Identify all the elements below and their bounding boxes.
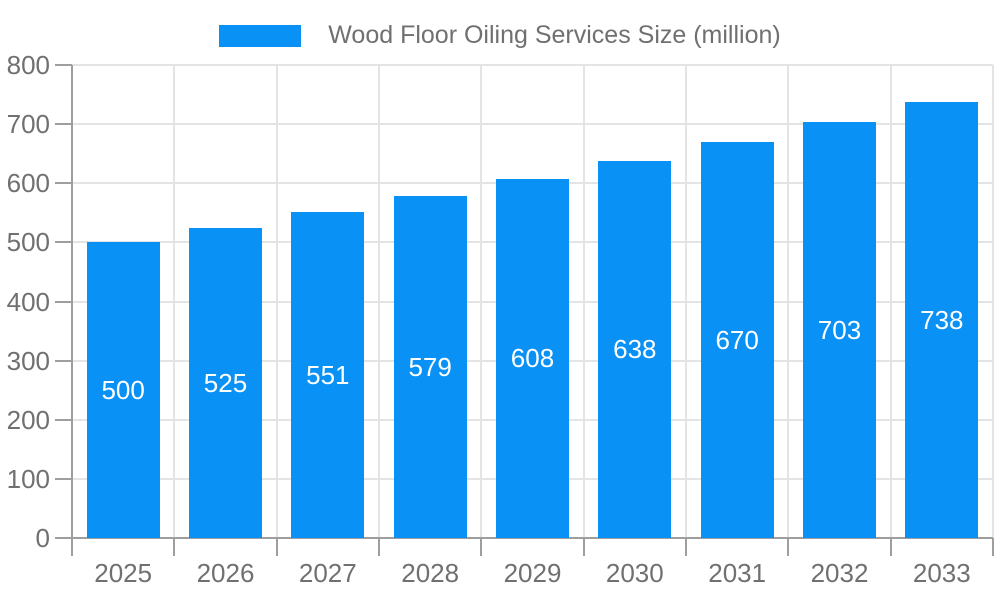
legend-label[interactable]: Wood Floor Oiling Services Size (million… [328, 21, 781, 49]
y-axis-tick-200 [55, 418, 72, 421]
y-axis-label-600: 600 [6, 168, 50, 199]
bar-2030[interactable] [598, 160, 672, 538]
gridline-x-4 [480, 65, 483, 538]
bar-value-label-2028: 579 [408, 351, 452, 382]
gridline-y-800 [72, 64, 993, 66]
gridline-x-6 [685, 65, 687, 538]
bar-value-label-2027: 551 [306, 360, 350, 391]
bar-value-label-2026: 525 [203, 367, 248, 398]
x-axis-label-2031: 2031 [708, 558, 767, 588]
legend[interactable]: Wood Floor Oiling Services Size (million… [0, 21, 1000, 50]
x-axis-label-2028: 2028 [401, 558, 460, 588]
bar-2028[interactable] [393, 195, 467, 538]
x-axis-tick-9 [992, 538, 994, 556]
bar-2027[interactable] [291, 212, 365, 538]
y-axis-tick-500 [55, 241, 72, 244]
x-axis-label-2033: 2033 [912, 558, 971, 588]
y-axis-tick-0 [55, 537, 72, 539]
x-axis-tick-3 [378, 538, 380, 556]
x-axis-tick-2 [275, 538, 278, 556]
y-axis-tick-700 [55, 123, 72, 126]
y-axis-label-300: 300 [6, 345, 50, 376]
y-axis-label-700: 700 [6, 109, 50, 140]
x-axis-tick-8 [889, 538, 892, 556]
gridline-x-7 [787, 65, 790, 538]
x-axis-line [72, 537, 993, 539]
y-axis-label-400: 400 [6, 286, 50, 317]
y-axis-tick-400 [55, 300, 72, 303]
y-axis-label-200: 200 [6, 404, 50, 435]
x-axis-tick-0 [71, 538, 73, 556]
gridline-x-5 [582, 65, 585, 538]
x-axis-label-2030: 2030 [605, 558, 664, 588]
bar-value-label-2031: 670 [715, 324, 759, 355]
bar-2029[interactable] [496, 178, 569, 538]
bar-value-label-2029: 608 [510, 343, 555, 374]
y-axis-label-0: 0 [35, 523, 50, 553]
bar-value-label-2033: 738 [920, 304, 964, 335]
x-axis-tick-7 [787, 538, 790, 556]
y-axis-label-100: 100 [6, 463, 50, 494]
gridline-x-8 [889, 65, 892, 538]
y-axis-tick-800 [55, 64, 72, 66]
x-axis-label-2029: 2029 [503, 558, 562, 588]
bar-2032[interactable] [803, 122, 876, 538]
x-axis-tick-1 [173, 538, 176, 556]
y-axis-line [71, 65, 73, 538]
gridline-x-1 [173, 65, 176, 538]
x-axis-tick-6 [685, 538, 687, 556]
bar-value-label-2032: 703 [817, 315, 862, 346]
bar-value-label-2030: 638 [613, 334, 657, 365]
y-axis-tick-300 [55, 359, 72, 362]
bar-2031[interactable] [700, 141, 774, 538]
x-axis-label-2026: 2026 [196, 558, 255, 588]
x-axis-label-2027: 2027 [298, 558, 357, 588]
bar-2026[interactable] [189, 227, 262, 538]
legend-swatch[interactable] [219, 24, 302, 47]
y-axis-label-500: 500 [6, 227, 50, 258]
x-axis-label-2032: 2032 [810, 558, 869, 588]
x-axis-tick-4 [480, 538, 483, 556]
bar-value-label-2025: 500 [101, 375, 145, 406]
bar-2025[interactable] [86, 242, 160, 538]
gridline-x-3 [378, 65, 380, 538]
gridline-y-700 [72, 123, 993, 126]
y-axis-tick-600 [55, 182, 72, 185]
y-axis-label-800: 800 [6, 50, 50, 80]
gridline-x-9 [992, 65, 994, 538]
x-axis-tick-5 [582, 538, 585, 556]
gridline-x-2 [275, 65, 278, 538]
bar-2033[interactable] [905, 101, 979, 538]
y-axis-tick-100 [55, 477, 72, 480]
x-axis-label-2025: 2025 [94, 558, 153, 588]
